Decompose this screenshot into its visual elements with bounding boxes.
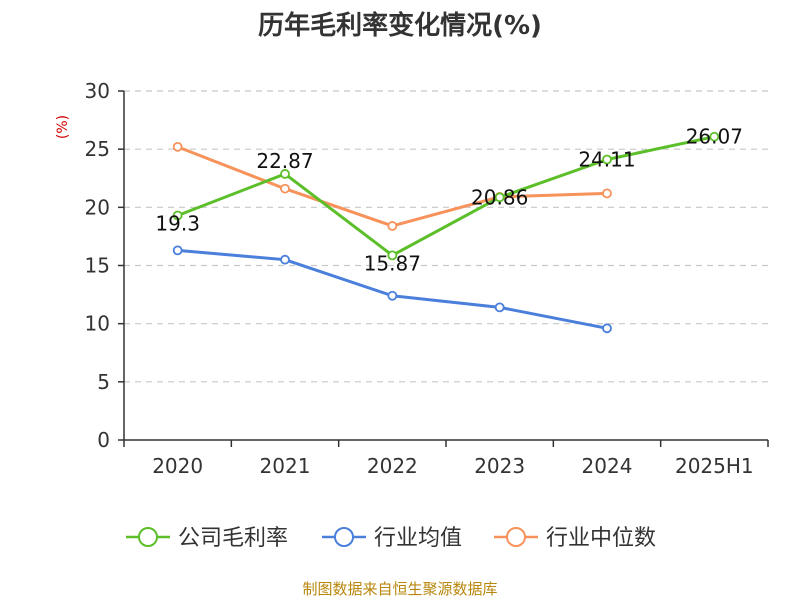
legend-label: 公司毛利率 xyxy=(178,526,288,551)
legend-item: 行业中位数 xyxy=(494,526,656,551)
data-point xyxy=(387,250,398,261)
legend-swatch-marker xyxy=(506,527,526,547)
legend-item: 行业均值 xyxy=(322,526,462,551)
grid-layer xyxy=(124,90,768,383)
axis-layer: 0 5 10 15 20 25 30 2020 2021 2022 2023 2024 2025H1 xyxy=(85,79,769,478)
data-point xyxy=(387,221,398,231)
data-point xyxy=(172,245,183,256)
data-label: 15.87 xyxy=(364,251,421,275)
legend-swatch-marker xyxy=(138,527,158,547)
legend-label: 行业均值 xyxy=(374,526,462,551)
y-axis-unit-label: (%) xyxy=(55,115,71,139)
y-tick-label: 15 xyxy=(85,254,110,278)
series-line xyxy=(177,135,715,257)
y-tick-label: 5 xyxy=(97,370,110,394)
data-point xyxy=(494,302,505,313)
data-point xyxy=(280,183,290,194)
data-point xyxy=(602,323,612,334)
data-point xyxy=(172,210,183,221)
data-point xyxy=(280,169,290,179)
series-layer xyxy=(172,131,720,334)
data-point xyxy=(602,188,612,199)
x-tick-label: 2020 xyxy=(152,454,203,478)
y-tick-label: 20 xyxy=(85,195,110,219)
y-tick-label: 0 xyxy=(97,428,110,452)
data-point xyxy=(172,141,183,152)
data-point xyxy=(602,154,612,165)
data-point xyxy=(494,192,505,203)
data-point xyxy=(387,290,398,301)
legend-label: 行业中位数 xyxy=(546,526,656,551)
data-label: 22.87 xyxy=(256,149,313,173)
source-note: 制图数据来自恒生聚源数据库 xyxy=(302,580,497,598)
y-tick-label: 10 xyxy=(85,312,110,336)
legend: 公司毛利率 行业均值 行业中位数 xyxy=(126,526,656,551)
x-tick-label: 2025H1 xyxy=(675,454,754,478)
y-tick-label: 30 xyxy=(85,79,110,103)
data-label-layer: 19.3 22.87 15.87 20.86 24.11 26.07 xyxy=(155,125,743,276)
data-label: 26.07 xyxy=(686,125,743,149)
legend-swatch-marker xyxy=(334,527,354,547)
y-tick-label: 25 xyxy=(85,137,110,161)
x-tick-label: 2024 xyxy=(582,454,633,478)
data-label: 24.11 xyxy=(578,148,635,172)
series-line xyxy=(177,145,608,228)
legend-item: 公司毛利率 xyxy=(126,526,288,551)
x-tick-label: 2021 xyxy=(260,454,311,478)
data-point xyxy=(280,254,290,265)
data-point xyxy=(709,131,720,142)
data-label: 19.3 xyxy=(155,211,200,235)
x-tick-label: 2022 xyxy=(367,454,418,478)
x-tick-label: 2023 xyxy=(474,454,525,478)
data-label: 20.86 xyxy=(471,185,528,209)
chart-title: 历年毛利率变化情况(%) xyxy=(258,10,542,41)
